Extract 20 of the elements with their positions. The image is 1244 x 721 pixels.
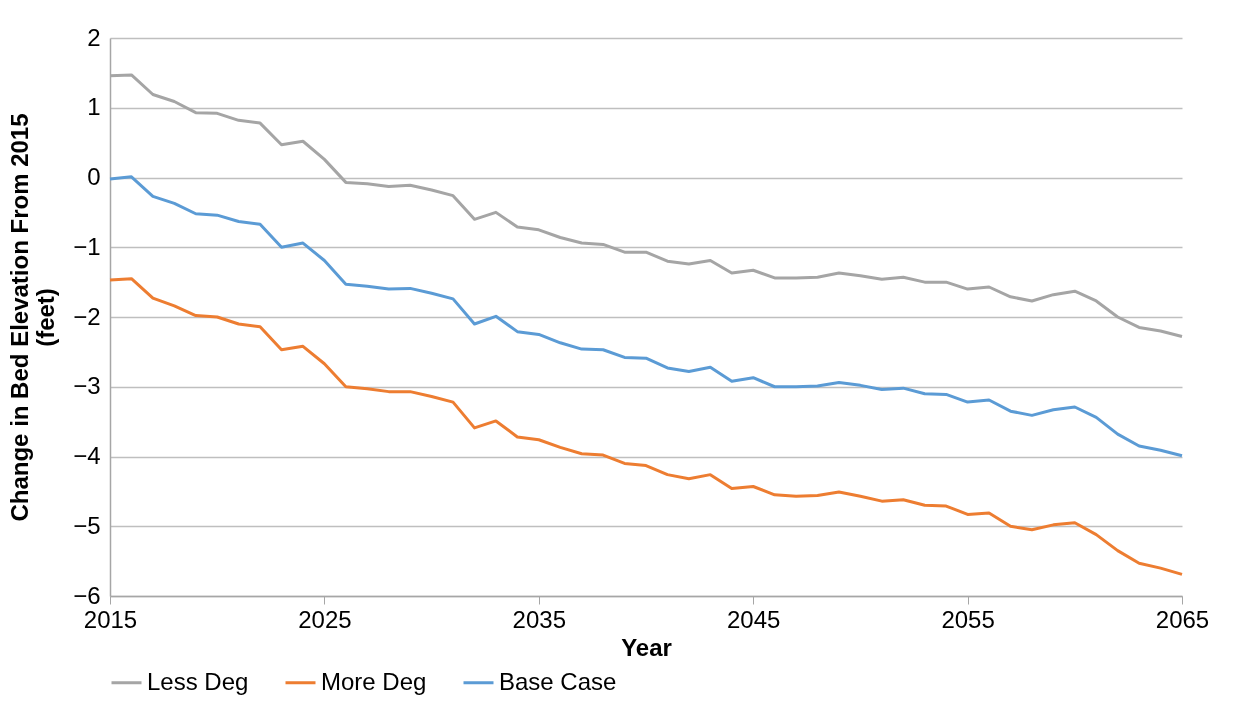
legend-label: More Deg bbox=[321, 667, 427, 695]
legend-label: Base Case bbox=[499, 667, 617, 695]
x-tick-label: 2055 bbox=[941, 605, 995, 633]
y-tick-label: −4 bbox=[73, 442, 101, 469]
y-axis-title: Change in Bed Elevation From 2015 (feet) bbox=[6, 113, 60, 522]
y-tick-label: −3 bbox=[73, 372, 101, 400]
y-tick-label: −1 bbox=[73, 232, 101, 260]
x-tick-label: 2035 bbox=[512, 605, 566, 633]
y-tick-label: −5 bbox=[73, 511, 101, 539]
x-tick-label: 2045 bbox=[727, 605, 781, 633]
y-tick-label: 2 bbox=[87, 23, 101, 51]
x-tick-label: 2025 bbox=[298, 605, 352, 633]
line-series bbox=[108, 277, 1184, 576]
y-tick-label: 1 bbox=[87, 93, 101, 121]
x-axis-title: Year bbox=[621, 633, 672, 661]
y-tick-label: 0 bbox=[87, 163, 101, 190]
x-tick-label: 2065 bbox=[1155, 605, 1210, 633]
line-series bbox=[108, 175, 1184, 458]
legend-label: Less Deg bbox=[147, 667, 249, 695]
y-tick-label: −2 bbox=[73, 302, 101, 330]
